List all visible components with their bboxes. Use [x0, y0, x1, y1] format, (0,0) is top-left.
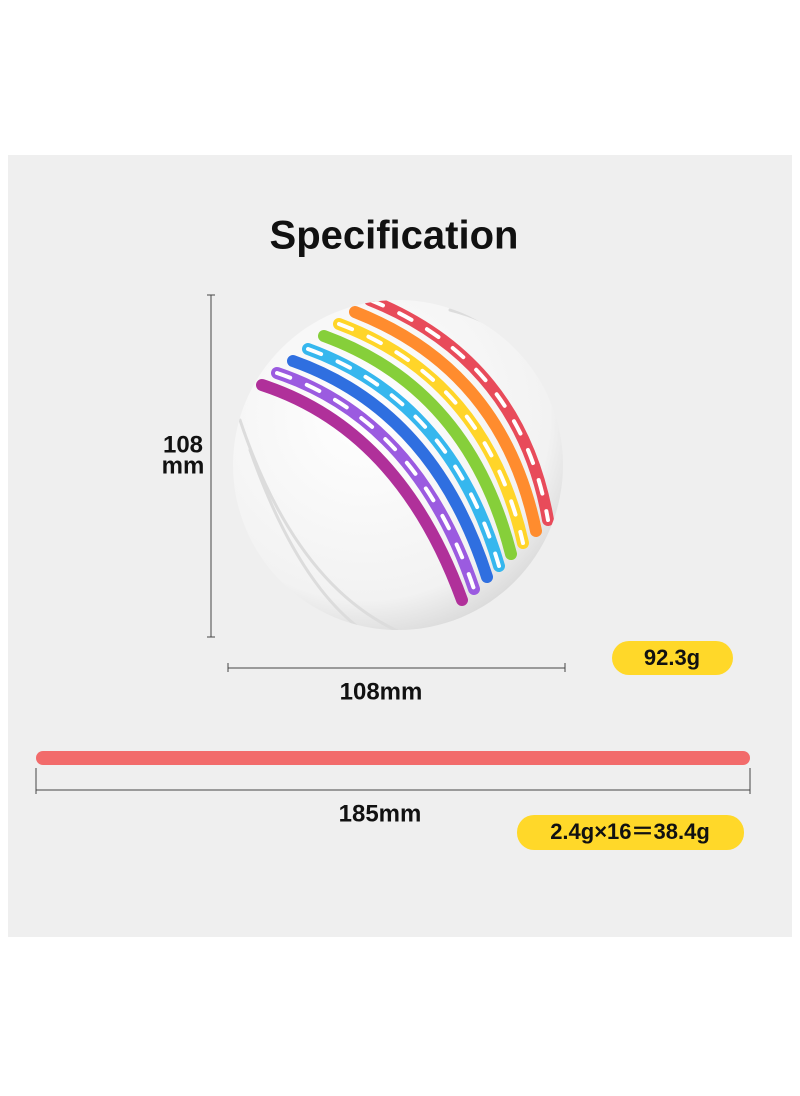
strip-weight-badge [517, 815, 744, 850]
height-number: 108 [163, 431, 203, 458]
strip-length: 185mm [339, 800, 422, 827]
height-unit: mm [162, 452, 205, 479]
strip-dimension [35, 768, 751, 794]
ball-weight: 92.3g [644, 645, 700, 670]
strip-weight: 2.4g×16＝38.4g [550, 819, 710, 844]
title: Specification [270, 214, 519, 258]
strip [36, 751, 750, 765]
width-label: 108mm [340, 678, 423, 705]
weight-badge [612, 641, 733, 675]
horizontal-dimension [227, 663, 566, 672]
vertical-dimension [207, 294, 215, 638]
